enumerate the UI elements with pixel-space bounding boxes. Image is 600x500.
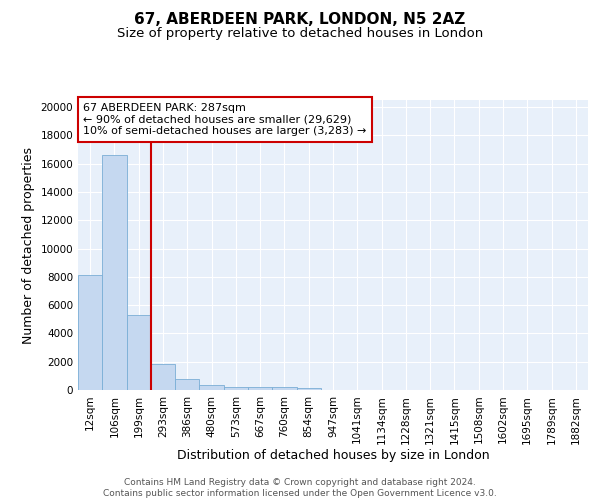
Y-axis label: Number of detached properties: Number of detached properties — [22, 146, 35, 344]
Bar — [151, 364, 175, 390]
Bar — [296, 388, 321, 390]
Text: 67 ABERDEEN PARK: 287sqm
← 90% of detached houses are smaller (29,629)
10% of se: 67 ABERDEEN PARK: 287sqm ← 90% of detach… — [83, 103, 367, 136]
Bar — [127, 315, 151, 390]
Bar — [248, 387, 272, 390]
X-axis label: Distribution of detached houses by size in London: Distribution of detached houses by size … — [176, 449, 490, 462]
Bar — [224, 387, 248, 390]
Bar — [199, 386, 224, 390]
Bar — [102, 155, 127, 390]
Text: Contains HM Land Registry data © Crown copyright and database right 2024.
Contai: Contains HM Land Registry data © Crown c… — [103, 478, 497, 498]
Bar — [175, 380, 199, 390]
Text: 67, ABERDEEN PARK, LONDON, N5 2AZ: 67, ABERDEEN PARK, LONDON, N5 2AZ — [134, 12, 466, 28]
Bar — [272, 388, 296, 390]
Bar — [78, 276, 102, 390]
Text: Size of property relative to detached houses in London: Size of property relative to detached ho… — [117, 28, 483, 40]
